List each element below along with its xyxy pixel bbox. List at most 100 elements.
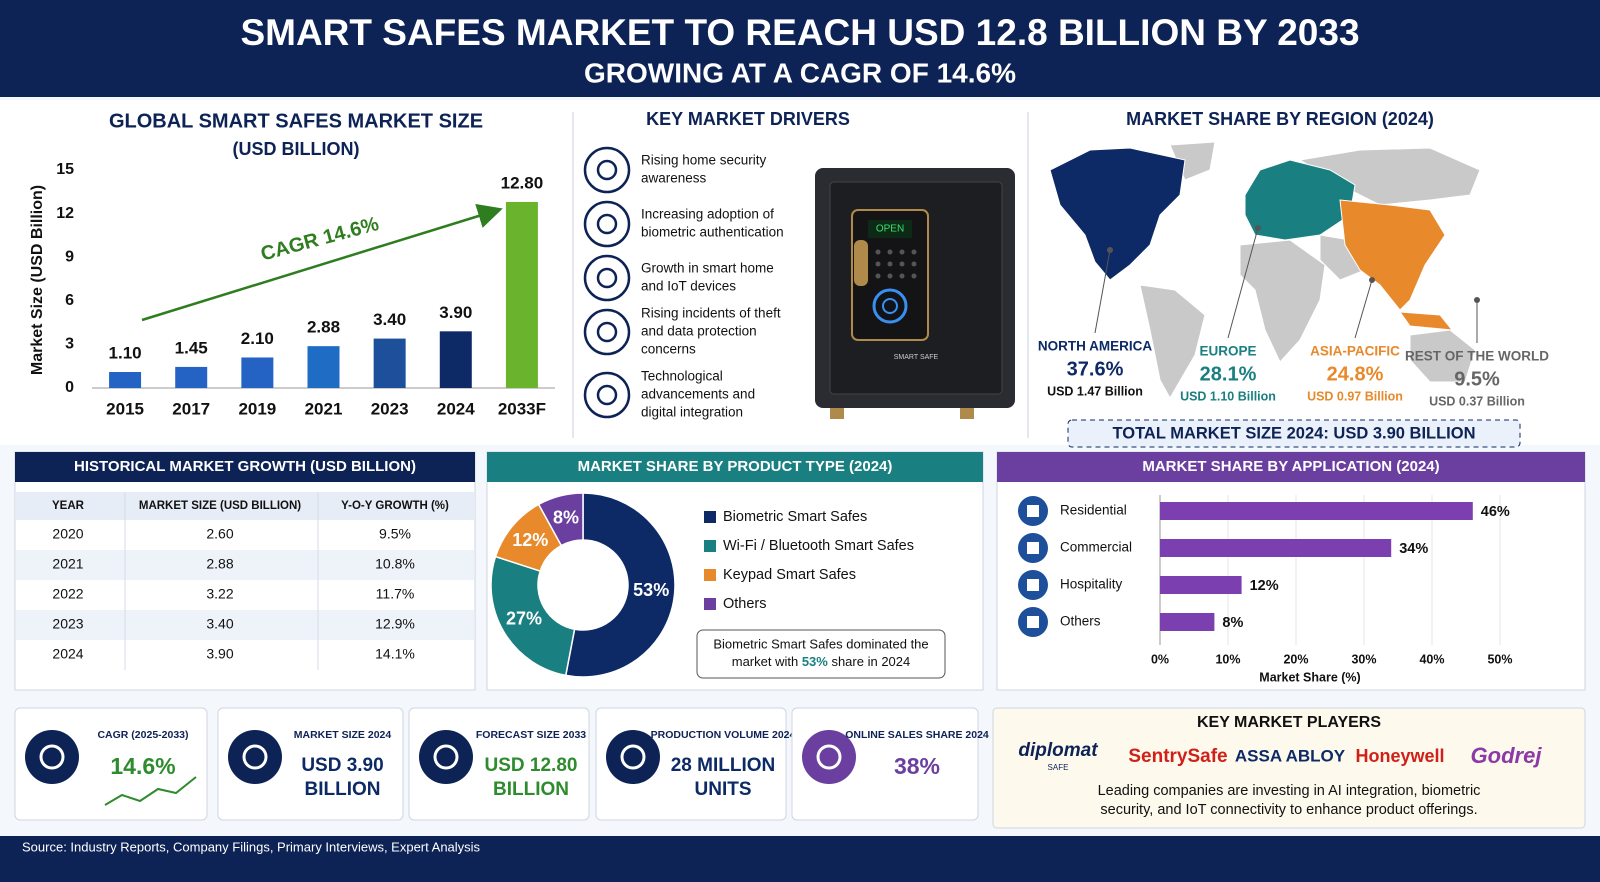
bar (307, 346, 340, 388)
table-cell: 14.1% (375, 646, 415, 662)
bar (439, 331, 472, 388)
player-logo: diplomat (1018, 740, 1098, 761)
world-map (1049, 141, 1481, 400)
region-amount: USD 0.37 Billion (1429, 394, 1525, 408)
section-title: KEY MARKET PLAYERS (1197, 714, 1381, 731)
y-tick-label: 12 (56, 205, 74, 222)
bar (1160, 613, 1215, 631)
legend-label: Wi-Fi / Bluetooth Smart Safes (723, 538, 914, 554)
note-part: share in 2024 (828, 654, 910, 669)
icon-glyph (1027, 616, 1039, 628)
table-cell: 12.9% (375, 616, 415, 632)
donut-header (487, 452, 983, 482)
table-cell: 2022 (52, 586, 83, 602)
driver-text: digital integration (641, 405, 743, 420)
icon-glyph (596, 213, 618, 235)
note-text: market with 53% share in 2024 (732, 654, 911, 669)
table-header (15, 452, 475, 482)
leader-line (1354, 279, 1373, 339)
players-text: Leading companies are investing in AI in… (1098, 783, 1481, 799)
legend-swatch (704, 540, 716, 552)
app-panel (996, 451, 1586, 691)
table-row (16, 520, 474, 550)
donut-slice (490, 555, 576, 677)
chart-subtitle: (USD BILLION) (233, 139, 360, 159)
icon-glyph (816, 744, 842, 770)
table-cell: 2.88 (206, 556, 233, 572)
table-cell: 10.8% (375, 556, 415, 572)
title: SMART SAFES MARKET TO REACH USD 12.8 BIL… (240, 12, 1359, 53)
kpi-icon (802, 730, 856, 784)
table-cell: 2024 (52, 646, 83, 662)
player-logo: Godrej (1471, 743, 1543, 768)
table-cell: 3.40 (206, 616, 233, 632)
driver-text: biometric authentication (641, 225, 784, 240)
donut-slice (537, 492, 584, 547)
leader-dot (1107, 247, 1113, 253)
bar (109, 372, 142, 388)
map-land (1139, 284, 1206, 400)
safe-foot (960, 405, 974, 419)
icon-glyph (242, 744, 268, 770)
kpi-value: BILLION (493, 779, 569, 800)
driver-icon (583, 200, 631, 248)
table-row (16, 640, 474, 670)
region-amount: USD 0.97 Billion (1307, 389, 1403, 403)
region-share: 24.8% (1327, 363, 1384, 385)
leader-line (1227, 227, 1259, 339)
x-axis-label: Market Share (%) (1259, 670, 1360, 684)
chart-title: GLOBAL SMART SAFES MARKET SIZE (109, 110, 483, 132)
driver-text: concerns (641, 342, 696, 357)
column-header: YEAR (52, 500, 85, 512)
value-label: 1.45 (175, 338, 208, 357)
safe-display (868, 220, 912, 238)
icon-glyph (596, 384, 618, 406)
x-tick-label: 10% (1215, 652, 1240, 666)
x-tick-label: 2019 (238, 399, 276, 418)
category-label: Commercial (1060, 540, 1132, 555)
driver-text: and IoT devices (641, 279, 736, 294)
bar (1160, 502, 1473, 520)
category-label: Residential (1060, 503, 1127, 518)
region-name: EUROPE (1199, 344, 1256, 359)
note-text: Biometric Smart Safes dominated the (713, 636, 928, 651)
slice-label: 12% (512, 530, 548, 550)
driver-text: awareness (641, 171, 707, 186)
table-row (16, 610, 474, 640)
kpi-value: 28 MILLION (671, 755, 776, 776)
x-tick-label: 0% (1151, 652, 1169, 666)
x-tick-label: 40% (1419, 652, 1444, 666)
safe-brand: SMART SAFE (894, 354, 939, 361)
kpi-icon (419, 730, 473, 784)
app-header (997, 452, 1585, 482)
value-label: 3.90 (439, 303, 472, 322)
bar (505, 201, 538, 388)
table-cell: 11.7% (376, 586, 415, 602)
y-tick-label: 15 (56, 161, 74, 178)
note-part: market with (732, 654, 802, 669)
column-header: MARKET SIZE (USD BILLION) (139, 500, 301, 512)
value-label: 12.80 (501, 173, 544, 192)
table-head-row (16, 492, 474, 520)
player-logo: Honeywell (1355, 746, 1444, 766)
leader-line (1094, 249, 1111, 334)
map-north-america (1049, 147, 1186, 281)
kpi-value: UNITS (695, 779, 752, 800)
icon-glyph (596, 267, 618, 289)
table-cell: 2020 (52, 526, 83, 542)
category-label: Others (1060, 614, 1101, 629)
bar (1160, 539, 1392, 557)
table-cell: 3.90 (206, 646, 233, 662)
legend-label: Others (723, 596, 767, 612)
safe-scanner (882, 298, 898, 314)
table-cell: 2.60 (206, 526, 233, 542)
legend-swatch (704, 569, 716, 581)
table-row (16, 550, 474, 580)
icon-glyph (1027, 505, 1039, 517)
players-panel (992, 707, 1586, 829)
driver-icon (583, 371, 631, 419)
kpi-value: 14.6% (110, 753, 175, 779)
value-label: 2.88 (307, 318, 340, 337)
x-tick-label: 2033F (498, 399, 546, 418)
